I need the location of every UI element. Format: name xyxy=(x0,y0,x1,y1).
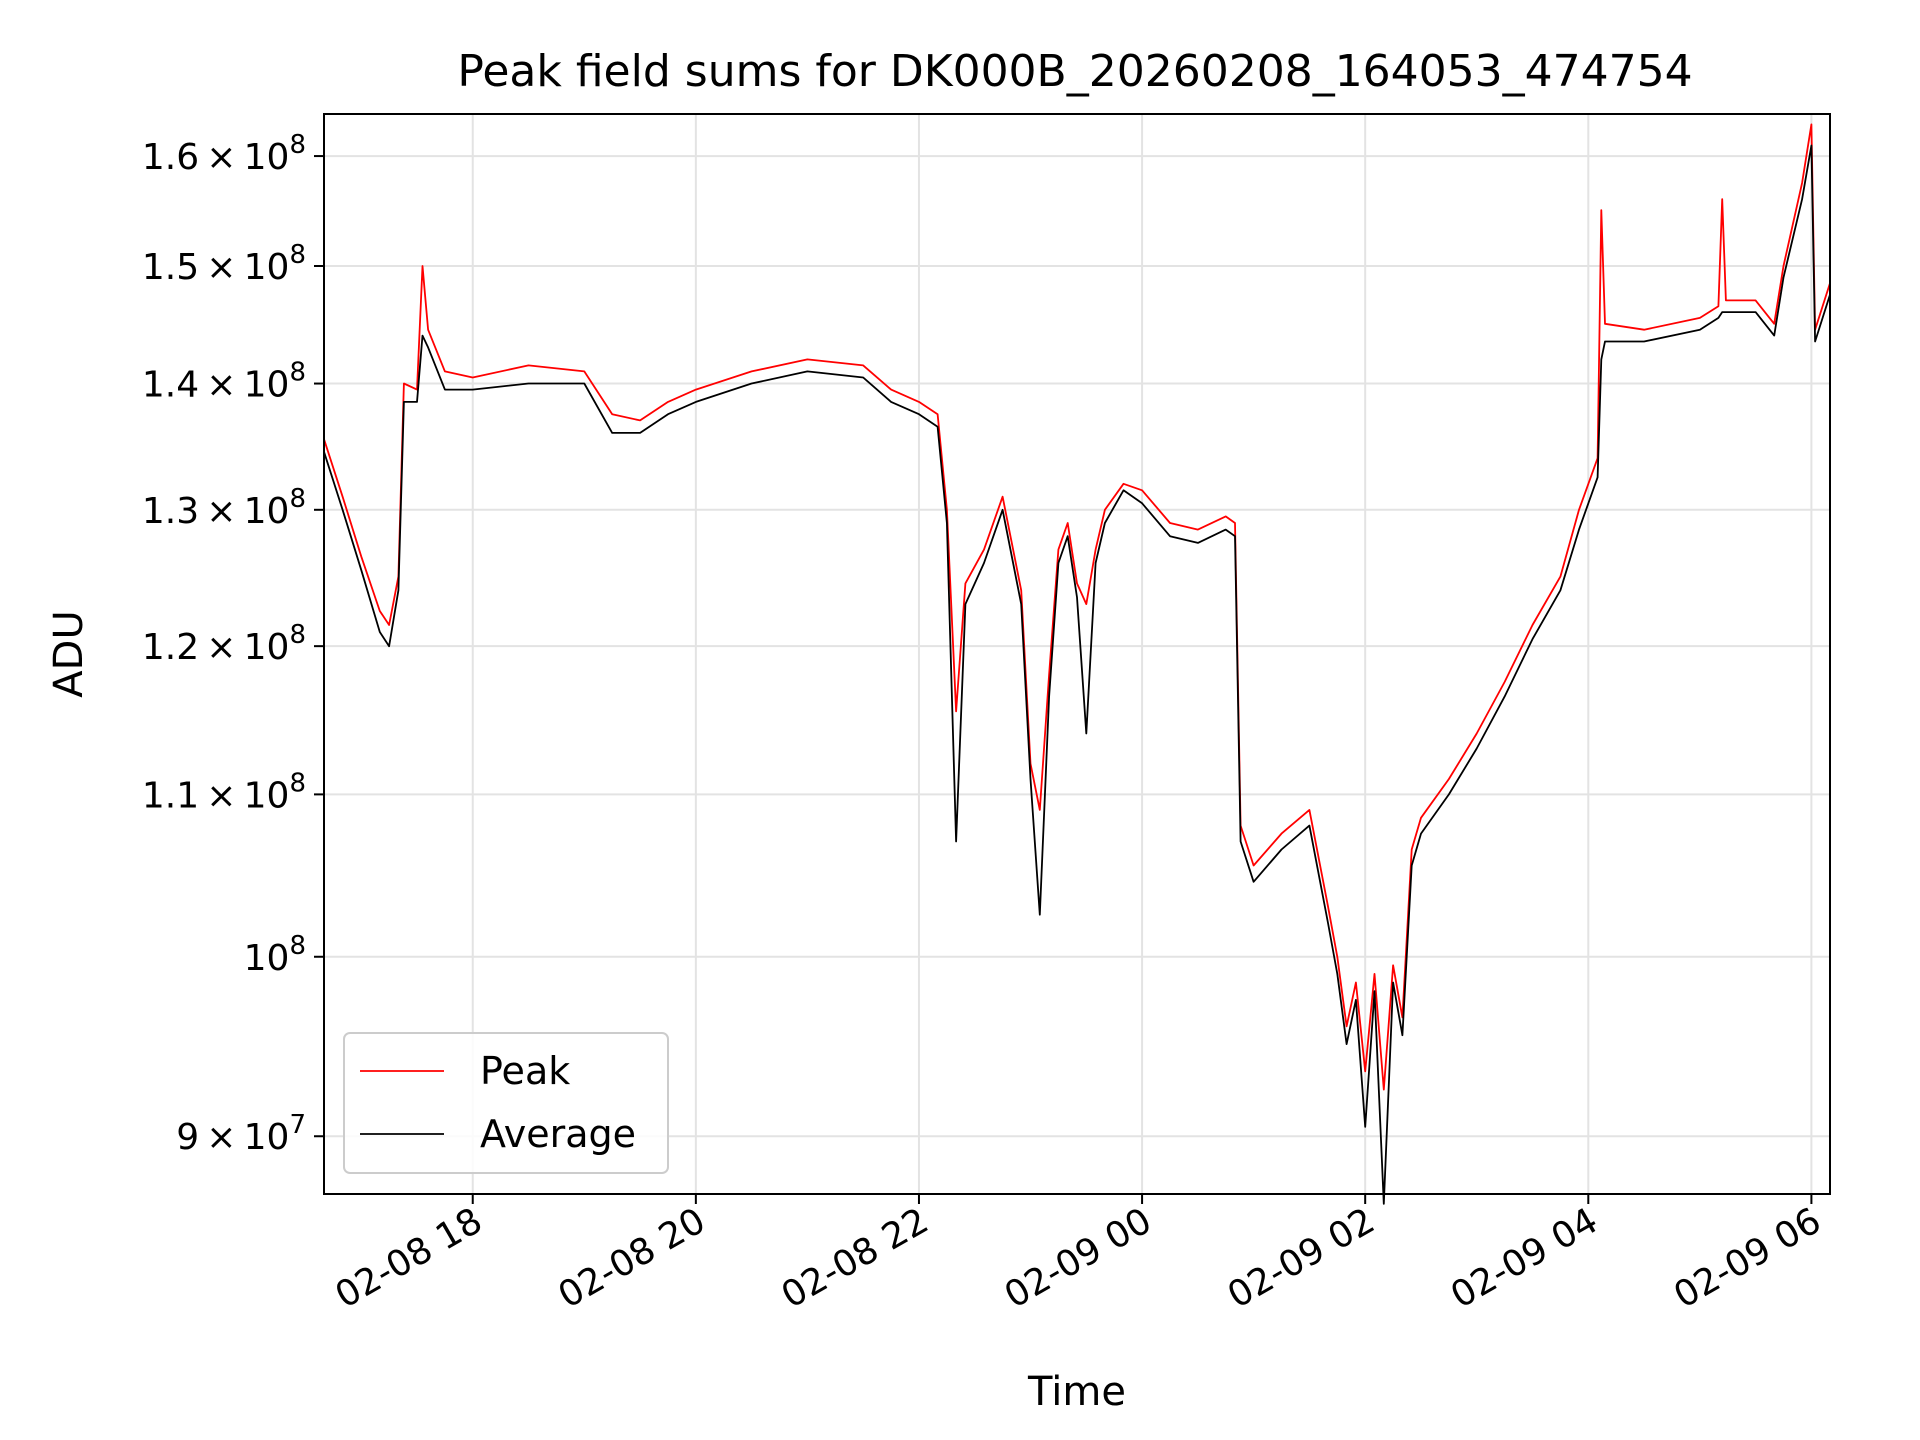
y-axis-label: ADU xyxy=(46,610,92,697)
chart-title: Peak field sums for DK000B_20260208_1640… xyxy=(457,46,1692,97)
series-line-average xyxy=(323,144,1831,1205)
y-tick-label: 1.1 × 108 xyxy=(142,768,306,816)
plot-area-frame xyxy=(323,113,1831,1195)
legend-box xyxy=(343,1032,669,1174)
series-lines xyxy=(323,123,1831,1205)
y-tick-label: 1.4 × 108 xyxy=(142,358,306,406)
y-tick-label: 9 × 107 xyxy=(176,1110,306,1158)
y-tick-label: 1.6 × 108 xyxy=(142,130,306,178)
y-tick-label: 108 xyxy=(244,931,306,979)
legend-label-peak: Peak xyxy=(480,1049,570,1093)
y-axis: 9 × 107 108 1.1 × 108 1.2 × 108 1.3 × 108 1.4… xyxy=(142,130,324,1158)
y-tick-label: 1.3 × 108 xyxy=(142,484,306,532)
x-axis-label: Time xyxy=(1027,1369,1126,1415)
legend: Peak Average xyxy=(343,1032,669,1174)
series-line-peak xyxy=(323,123,1831,1091)
y-tick-label: 1.2 × 108 xyxy=(142,620,306,668)
y-tick-label: 1.5 × 108 xyxy=(142,240,306,288)
legend-label-average: Average xyxy=(480,1112,636,1156)
